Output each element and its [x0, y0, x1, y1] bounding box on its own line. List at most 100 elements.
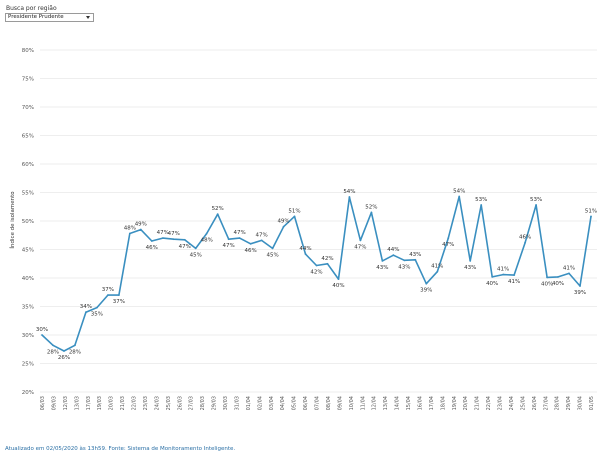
data-label: 39% [420, 288, 432, 294]
data-label: 43% [398, 264, 410, 270]
data-point [392, 254, 395, 257]
data-label: 54% [343, 189, 355, 195]
y-axis: 20% 25% 30% 35% 40% 45% 50% 55% 60% 65% 70% 75% 80% [22, 48, 34, 396]
data-point [271, 247, 274, 250]
data-label: 52% [212, 206, 224, 212]
x-tick-label: 01/04 [246, 396, 252, 410]
data-point [590, 215, 592, 218]
data-label: 47% [255, 232, 267, 238]
data-point [480, 204, 483, 206]
data-label: 40% [486, 281, 498, 287]
x-tick-label: 30/03 [223, 396, 229, 410]
data-point [403, 259, 406, 262]
x-tick-label: 13/04 [383, 396, 389, 410]
x-tick-label: 13/03 [74, 396, 80, 410]
x-tick-label: 01/05 [589, 396, 595, 410]
data-label: 46% [519, 235, 531, 241]
data-point [139, 228, 142, 231]
region-select[interactable]: Presidente Prudente [5, 13, 94, 22]
x-tick-label: 26/04 [532, 396, 538, 410]
data-point [491, 275, 494, 278]
data-label: 46% [146, 245, 158, 251]
x-tick-label: 11/04 [360, 396, 366, 410]
x-tick-label: 12/03 [63, 396, 69, 410]
data-point [447, 237, 450, 240]
data-point [260, 239, 263, 242]
data-point [52, 344, 54, 347]
x-tick-label: 21/04 [475, 396, 481, 410]
data-label: 44% [387, 247, 399, 253]
data-label: 42% [310, 269, 322, 275]
data-points [41, 195, 592, 352]
data-point [249, 242, 252, 245]
data-point [238, 237, 241, 240]
data-label: 40% [332, 283, 344, 289]
data-label: 52% [365, 204, 377, 210]
x-tick-label: 17/03 [86, 396, 92, 410]
data-label: 35% [91, 312, 103, 318]
data-label: 53% [530, 197, 542, 203]
data-point [161, 237, 164, 240]
data-point [282, 225, 285, 228]
data-point [85, 311, 87, 314]
x-tick-label: 19/03 [97, 396, 103, 410]
y-tick-label: 45% [22, 248, 34, 254]
x-tick-label: 23/04 [498, 396, 504, 410]
x-tick-label: 15/04 [406, 396, 412, 410]
data-label: 30% [36, 327, 48, 333]
x-tick-label: 26/03 [177, 396, 183, 410]
data-label: 47% [234, 230, 246, 236]
data-point [150, 240, 153, 242]
data-point [194, 247, 197, 250]
data-label: 43% [409, 252, 421, 258]
chart-grid [40, 49, 597, 393]
data-label: 41% [497, 267, 509, 273]
x-tick-label: 06/04 [303, 396, 309, 410]
data-label: 51% [585, 208, 597, 214]
y-tick-label: 75% [22, 77, 34, 83]
x-tick-label: 20/04 [463, 396, 469, 410]
x-tick-label: 07/04 [315, 396, 321, 410]
data-label: 40% [541, 281, 553, 287]
x-tick-label: 30/04 [578, 396, 584, 410]
x-tick-label: 22/03 [132, 396, 138, 410]
data-label: 43% [376, 265, 388, 271]
y-tick-label: 40% [22, 276, 34, 282]
data-point [41, 334, 43, 336]
x-tick-label: 28/04 [555, 396, 561, 410]
data-label: 37% [102, 287, 114, 293]
x-tick-label: 06/03 [40, 396, 46, 410]
filter-label: Busca por região [6, 5, 57, 12]
data-label: 51% [288, 208, 300, 214]
data-point [304, 253, 307, 255]
data-point [315, 264, 318, 267]
y-tick-label: 30% [22, 333, 34, 339]
data-labels: 30%28%26%28%34%35%37%37%48%49%46%47%47%4… [36, 188, 597, 360]
data-point [117, 294, 120, 296]
data-label: 41% [563, 265, 575, 271]
x-tick-label: 22/04 [486, 396, 492, 410]
data-label: 28% [47, 349, 59, 355]
x-tick-label: 18/04 [440, 396, 446, 410]
x-tick-label: 09/03 [51, 396, 57, 410]
x-tick-label: 17/04 [429, 396, 435, 410]
data-point [458, 195, 461, 198]
y-tick-label: 25% [22, 362, 34, 368]
footer-note: Atualizado em 02/05/2020 às 13h59. Fonte… [5, 446, 236, 452]
data-point [502, 273, 505, 276]
data-point [381, 260, 384, 262]
data-label: 49% [135, 222, 147, 228]
data-point [326, 262, 329, 265]
data-label: 47% [179, 244, 191, 250]
x-tick-label: 09/04 [337, 396, 343, 410]
x-tick-label: 31/03 [234, 396, 240, 410]
data-label: 39% [574, 290, 586, 296]
data-label: 42% [321, 256, 333, 262]
data-label: 43% [464, 265, 476, 271]
data-point [227, 238, 230, 241]
data-point [425, 282, 428, 285]
x-tick-label: 14/04 [395, 396, 401, 410]
x-tick-label: 20/03 [109, 396, 115, 410]
data-label: 47% [223, 243, 235, 249]
x-tick-label: 21/03 [120, 396, 126, 410]
